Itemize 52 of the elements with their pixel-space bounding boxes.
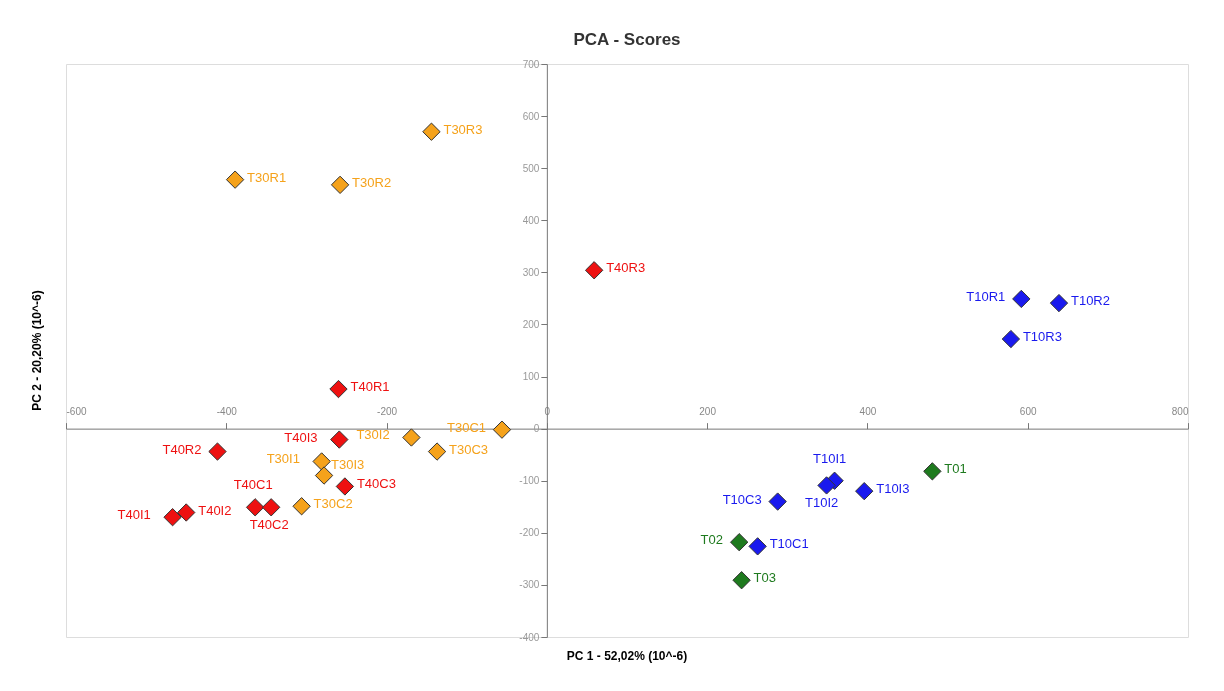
data-label: T30I2 xyxy=(356,427,390,443)
x-tick-label: 200 xyxy=(699,406,717,418)
y-tick-label: 300 xyxy=(522,266,540,278)
data-label: T10I1 xyxy=(813,450,847,466)
y-tick-label: 200 xyxy=(522,318,540,330)
data-label: T02 xyxy=(700,532,724,548)
data-label: T10I2 xyxy=(805,495,839,511)
data-label: T40R3 xyxy=(606,260,646,276)
y-tick-label: -300 xyxy=(519,579,540,591)
data-label: T10C1 xyxy=(769,536,809,552)
x-tick-label: 0 xyxy=(544,406,551,418)
data-label: T40R2 xyxy=(162,441,202,457)
data-label: T40I1 xyxy=(117,507,151,523)
data-label: T30C2 xyxy=(313,496,353,512)
x-tick-label: -400 xyxy=(216,406,238,418)
data-label: T40I2 xyxy=(198,502,232,518)
data-label: T40C1 xyxy=(233,477,273,493)
y-tick-label: 100 xyxy=(522,371,540,383)
x-tick-label: -600 xyxy=(66,406,87,418)
data-label: T10R2 xyxy=(1070,293,1110,309)
y-tick-label: 400 xyxy=(522,214,540,226)
y-tick-label: 600 xyxy=(522,110,540,122)
data-label: T01 xyxy=(944,461,967,477)
x-tick-label: 800 xyxy=(1171,406,1189,418)
y-tick-label: -100 xyxy=(519,475,540,487)
x-tick-label: -200 xyxy=(377,406,398,418)
x-tick-label: 400 xyxy=(859,406,877,418)
y-axis-title: PC 2 - 20,20% (10^-6) xyxy=(30,290,44,411)
data-label: T30I3 xyxy=(331,456,365,472)
data-label: T30R2 xyxy=(352,174,392,190)
data-label: T40C2 xyxy=(249,517,289,533)
x-tick-label: 600 xyxy=(1019,406,1037,418)
data-label: T30R1 xyxy=(247,169,287,185)
chart-title: PCA - Scores xyxy=(573,30,681,49)
data-label: T10R1 xyxy=(966,288,1006,304)
data-label: T30I1 xyxy=(266,451,300,467)
y-tick-label: -400 xyxy=(519,631,540,643)
data-label: T40R1 xyxy=(350,379,390,395)
data-label: T30C3 xyxy=(449,441,489,457)
data-label: T30R3 xyxy=(443,121,483,137)
x-axis-title: PC 1 - 52,02% (10^-6) xyxy=(566,649,688,663)
y-tick-label: -200 xyxy=(519,527,540,539)
data-label: T40C3 xyxy=(356,476,396,492)
y-tick-label: 700 xyxy=(522,58,540,70)
y-tick-label: 0 xyxy=(533,423,540,435)
data-label: T03 xyxy=(753,570,777,586)
y-tick-label: 500 xyxy=(522,162,540,174)
data-label: T40I3 xyxy=(284,429,318,445)
data-label: T30C1 xyxy=(446,419,487,435)
data-label: T10I3 xyxy=(876,481,910,497)
data-label: T10C3 xyxy=(722,491,762,507)
data-label: T10R3 xyxy=(1022,329,1062,345)
